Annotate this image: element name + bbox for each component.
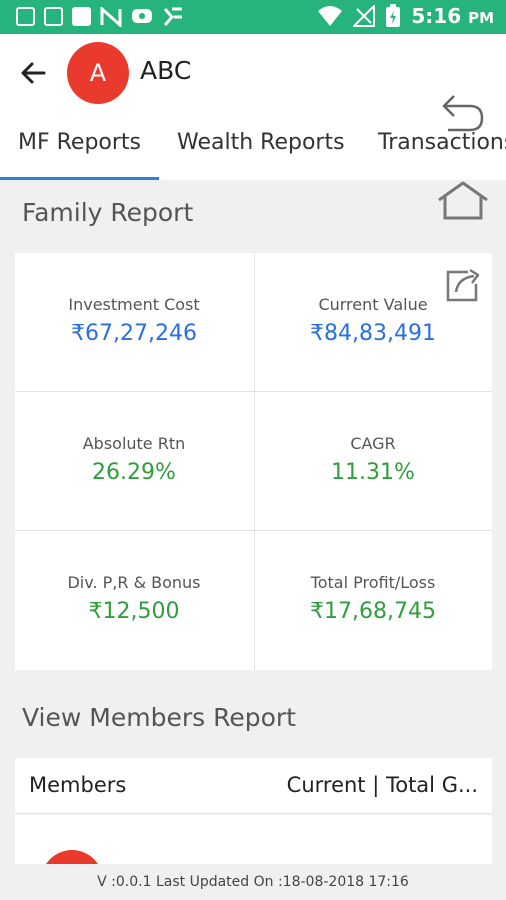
metric-total-profit-loss: Total Profit/Loss ₹17,68,745 <box>254 531 492 670</box>
undo-icon[interactable] <box>440 92 486 132</box>
mail-icon <box>44 7 63 26</box>
tab-transactions[interactable]: Transactions <box>378 130 506 155</box>
ticket-icon <box>163 7 182 26</box>
metric-value: ₹17,68,745 <box>310 599 436 624</box>
metric-label: Absolute Rtn <box>82 434 186 453</box>
clock: 5:16 PM <box>411 4 494 28</box>
user-name: ABC <box>140 56 192 85</box>
metric-label: CAGR <box>350 434 396 453</box>
app-header: A ABC MF Reports Wealth Reports Transact… <box>0 34 506 180</box>
metric-current-value: Current Value ₹84,83,491 <box>254 253 492 392</box>
divider <box>254 253 255 670</box>
members-report-title: View Members Report <box>22 703 296 732</box>
back-arrow-icon[interactable] <box>18 58 48 88</box>
metric-label: Current Value <box>318 295 428 314</box>
signal-icon <box>353 5 376 27</box>
battery-icon <box>386 4 401 27</box>
column-header-current-total: Current | Total G... <box>286 773 478 797</box>
metric-cagr: CAGR 11.31% <box>254 392 492 531</box>
status-bar: 5:16 PM <box>0 0 506 34</box>
divider <box>15 530 492 531</box>
system-icons: 5:16 PM <box>317 4 494 28</box>
metric-label: Div. P,R & Bonus <box>67 573 201 592</box>
notification-icons <box>16 7 184 27</box>
metric-value: ₹12,500 <box>88 599 180 624</box>
member-row[interactable] <box>15 815 492 864</box>
column-header-members: Members <box>29 773 127 797</box>
share-icon[interactable] <box>444 266 484 304</box>
gmail-icon <box>16 7 35 26</box>
image-icon <box>72 7 91 26</box>
metric-label: Total Profit/Loss <box>310 573 436 592</box>
members-table-header: Members Current | Total G... <box>15 758 492 814</box>
member-avatar <box>41 850 103 864</box>
family-report-card: Investment Cost ₹67,27,246 Current Value… <box>15 253 492 670</box>
report-tabs: MF Reports Wealth Reports Transactions <box>0 126 506 180</box>
version-footer: V :0.0.1 Last Updated On :18-08-2018 17:… <box>0 864 506 900</box>
active-tab-indicator <box>0 177 159 180</box>
avatar: A <box>67 42 129 104</box>
metric-absolute-return: Absolute Rtn 26.29% <box>15 392 253 531</box>
metric-dividend-bonus: Div. P,R & Bonus ₹12,500 <box>15 531 253 670</box>
metric-value: 11.31% <box>331 460 415 485</box>
metric-value: ₹67,27,246 <box>71 321 197 346</box>
metric-value: 26.29% <box>92 460 176 485</box>
wifi-icon <box>318 6 343 26</box>
tab-mf-reports[interactable]: MF Reports <box>18 130 142 155</box>
metric-value: ₹84,83,491 <box>310 321 436 346</box>
divider <box>15 391 492 392</box>
metric-label: Investment Cost <box>68 295 200 314</box>
family-report-title: Family Report <box>22 198 194 227</box>
n-app-icon <box>100 7 122 27</box>
chat-icon <box>132 9 152 23</box>
avatar-letter: A <box>89 59 107 87</box>
metric-investment-cost: Investment Cost ₹67,27,246 <box>15 253 253 392</box>
tab-wealth-reports[interactable]: Wealth Reports <box>177 130 345 155</box>
home-icon[interactable] <box>436 180 490 222</box>
